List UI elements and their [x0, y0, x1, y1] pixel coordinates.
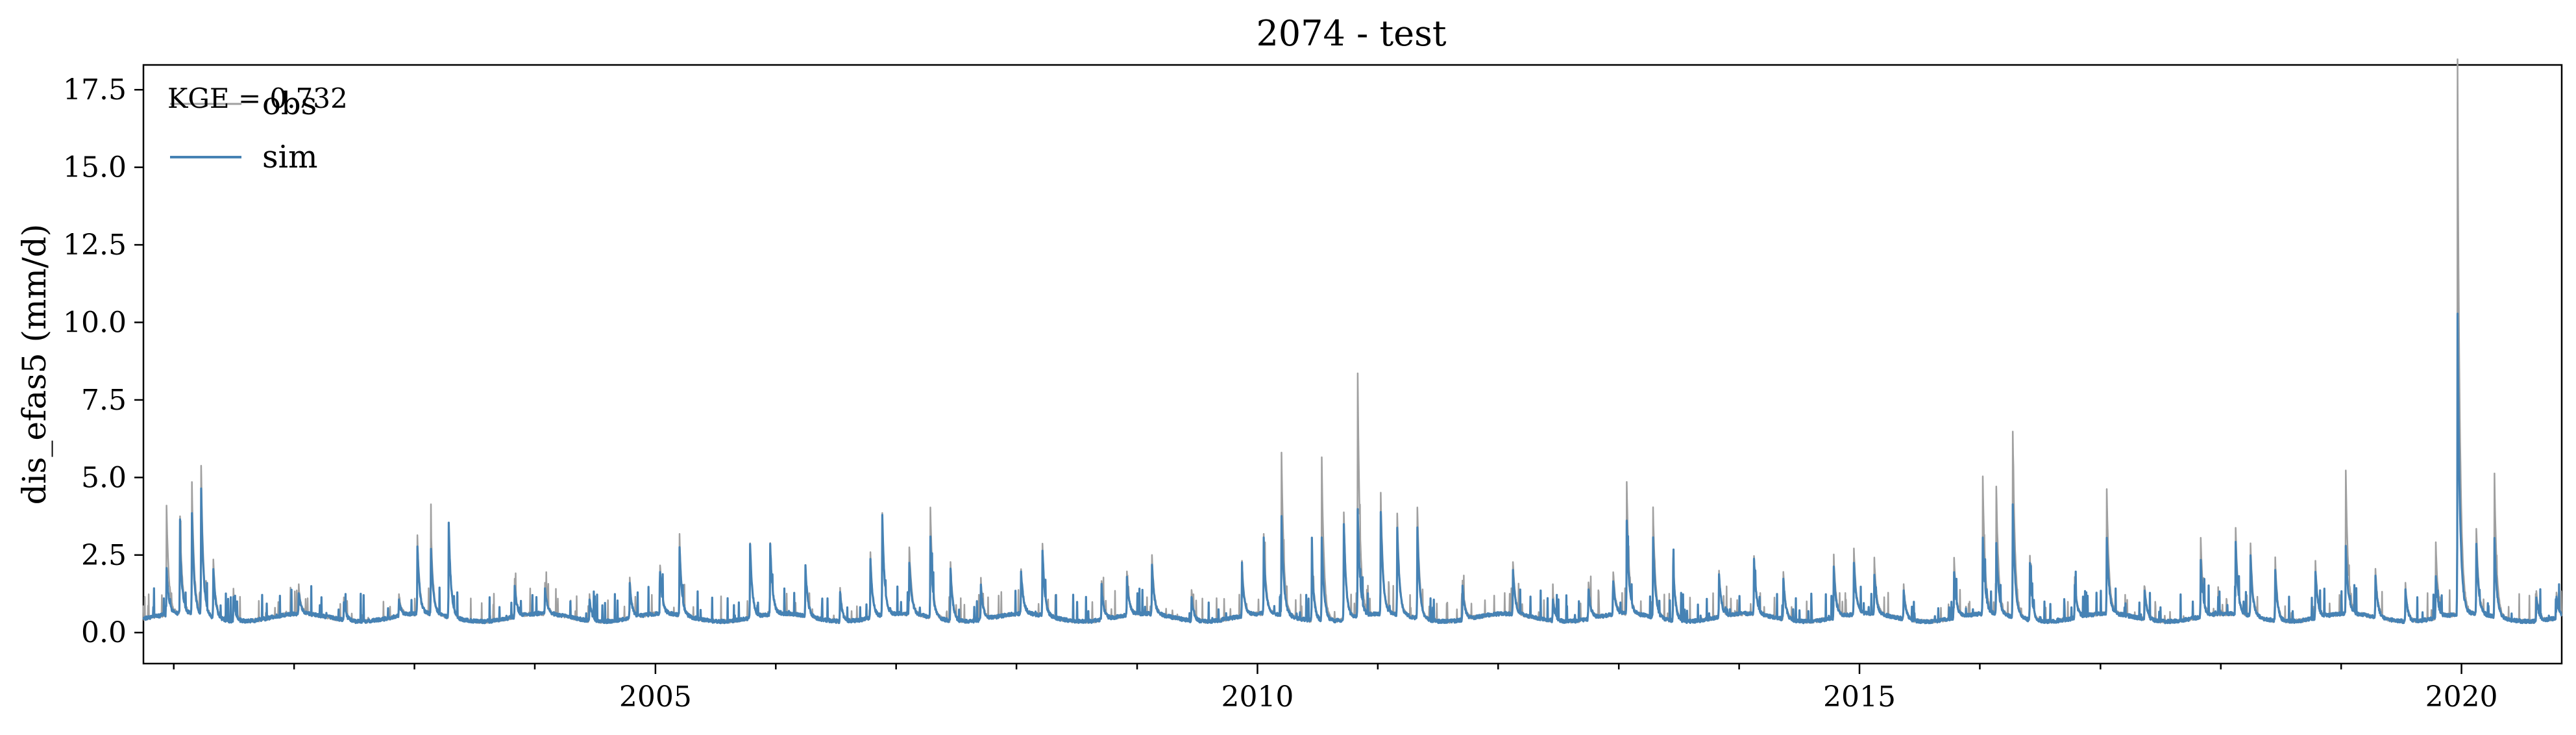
y-tick-label: 7.5: [81, 384, 127, 417]
series-line-sim: [142, 312, 2563, 625]
legend-label-sim: sim: [262, 139, 318, 175]
y-axis-title: dis_efas5 (mm/d): [16, 224, 53, 505]
y-axis: 0.0 2.5 5.0 7.5 10.0 12.5 15.0 17.5: [63, 73, 143, 649]
x-tick-label: 2020: [2425, 680, 2498, 714]
y-tick-label: 12.5: [63, 229, 127, 262]
series-line-obs: [142, 58, 2563, 625]
legend-label-obs: obs: [262, 86, 317, 122]
series-layer: [142, 58, 2563, 625]
y-tick-label: 10.0: [63, 306, 127, 340]
legend: obs sim: [170, 86, 318, 175]
y-tick-label: 2.5: [81, 539, 127, 572]
chart-title: 2074 - test: [1256, 13, 1446, 54]
x-tick-label: 2005: [619, 680, 692, 714]
x-tick-label: 2015: [1823, 680, 1896, 714]
y-tick-label: 0.0: [81, 616, 127, 649]
x-tick-label: 2010: [1221, 680, 1294, 714]
y-tick-label: 15.0: [63, 151, 127, 184]
x-axis: 2005 2010 2015 2020: [173, 664, 2498, 714]
kge-annotation: KGE = 0.732: [167, 82, 348, 114]
y-tick-label: 17.5: [63, 73, 127, 106]
plot-frame: [142, 64, 2563, 665]
y-tick-label: 5.0: [81, 461, 127, 494]
